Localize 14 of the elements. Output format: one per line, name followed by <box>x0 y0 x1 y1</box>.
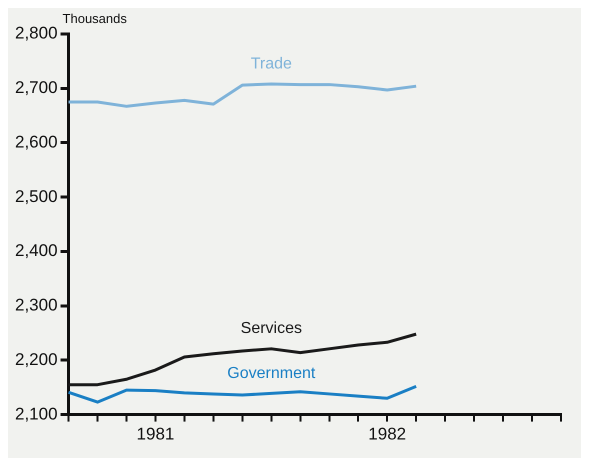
y-tick-label: 2,100 <box>14 404 58 424</box>
y-axis-title: Thousands <box>62 11 128 26</box>
series-label: Government <box>227 364 316 382</box>
y-tick-label: 2,600 <box>14 132 58 152</box>
y-tick-label: 2,200 <box>14 350 58 369</box>
y-tick-label: 2,500 <box>14 186 58 206</box>
y-tick-label: 2,800 <box>14 24 58 43</box>
x-tick-label: 1981 <box>136 424 174 444</box>
y-tick-label: 2,400 <box>14 241 58 260</box>
series-label: Services <box>240 320 302 338</box>
series-label: Trade <box>250 55 292 72</box>
y-tick-label: 2,300 <box>14 296 58 315</box>
x-tick-label: 1982 <box>368 424 406 444</box>
y-tick-label: 2,700 <box>14 78 58 98</box>
